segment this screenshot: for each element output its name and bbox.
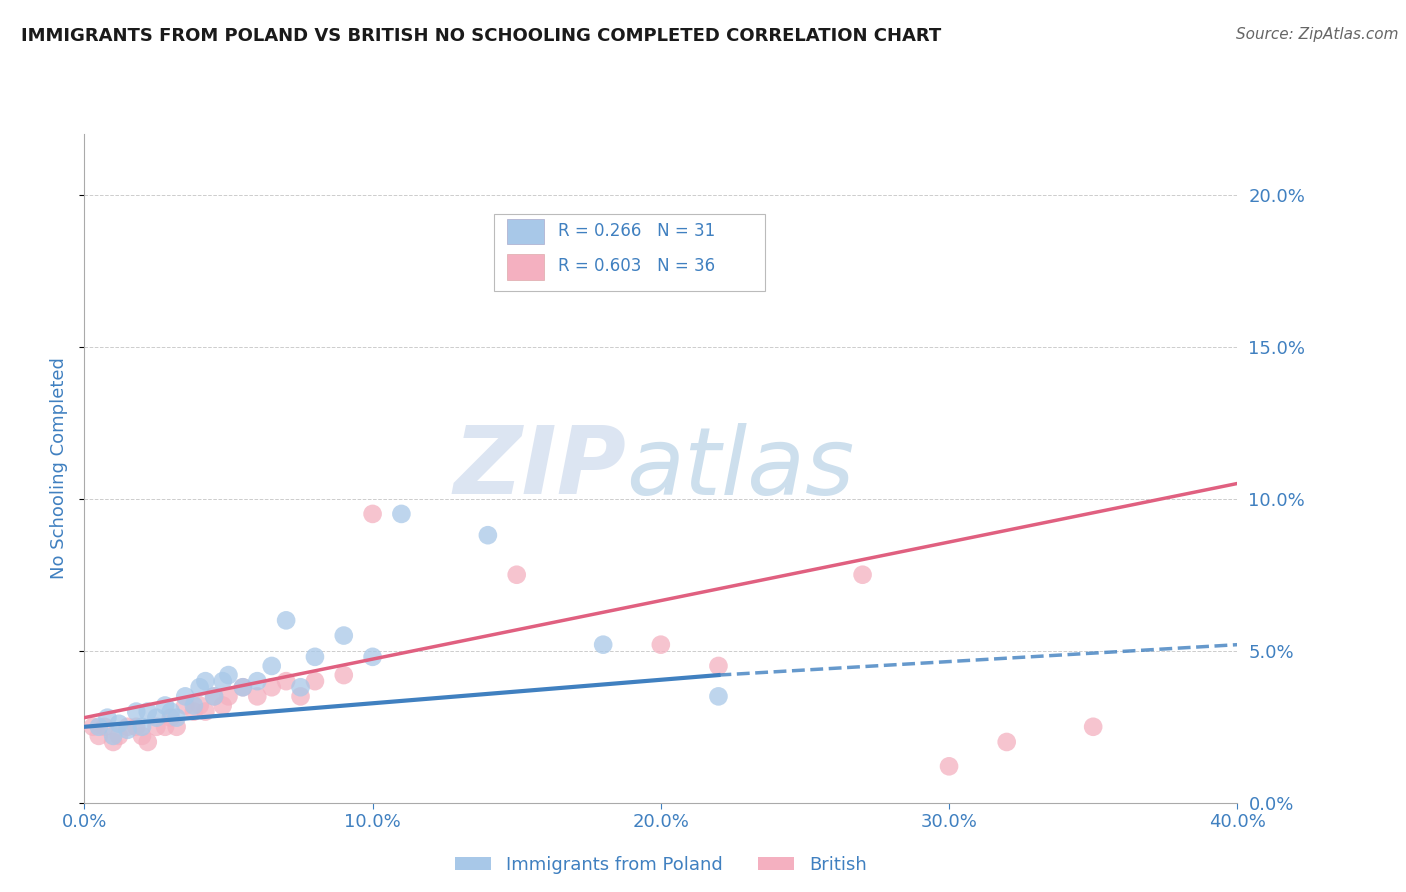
Point (160, 711, 183, 725)
Point (145, 720, 167, 734)
Point (290, 680, 312, 694)
Point (145, 711, 167, 725)
Point (304, 649, 326, 664)
Y-axis label: No Schooling Completed: No Schooling Completed (51, 358, 69, 579)
Point (125, 705, 148, 719)
FancyBboxPatch shape (508, 219, 544, 244)
Point (211, 674, 233, 689)
Point (108, 716, 131, 731)
Point (218, 690, 240, 704)
Point (707, 690, 730, 704)
Point (246, 674, 269, 689)
Text: R = 0.603   N = 36: R = 0.603 N = 36 (558, 257, 716, 276)
Point (174, 690, 197, 704)
Point (87, 729, 110, 743)
Point (160, 705, 183, 719)
Text: IMMIGRANTS FROM POLAND VS BRITISH NO SCHOOLING COMPLETED CORRELATION CHART: IMMIGRANTS FROM POLAND VS BRITISH NO SCH… (21, 27, 942, 45)
Point (650, 638, 672, 652)
Point (232, 680, 254, 694)
Legend: Immigrants from Poland, British: Immigrants from Poland, British (447, 848, 875, 880)
Point (246, 690, 269, 704)
Point (103, 735, 125, 749)
Text: R = 0.266   N = 31: R = 0.266 N = 31 (558, 222, 716, 240)
Point (260, 659, 283, 673)
Point (332, 628, 354, 642)
Point (361, 507, 384, 521)
Point (136, 705, 159, 719)
Point (183, 698, 205, 713)
Point (260, 680, 283, 694)
Point (96, 711, 118, 725)
Point (188, 698, 211, 713)
Point (938, 759, 960, 773)
Point (82, 720, 104, 734)
Point (276, 613, 298, 627)
Point (117, 723, 139, 737)
Point (276, 674, 298, 689)
Point (153, 698, 176, 713)
Point (188, 680, 211, 694)
Point (183, 705, 205, 719)
Point (995, 735, 1018, 749)
Point (1083, 720, 1105, 734)
Point (852, 567, 875, 582)
Point (117, 720, 139, 734)
Text: atlas: atlas (626, 423, 855, 514)
Point (477, 528, 499, 542)
Text: Source: ZipAtlas.com: Source: ZipAtlas.com (1236, 27, 1399, 42)
Point (194, 674, 217, 689)
Point (194, 705, 217, 719)
Point (202, 690, 225, 704)
FancyBboxPatch shape (508, 254, 544, 280)
Point (174, 698, 197, 713)
Point (166, 711, 188, 725)
Point (93, 720, 115, 734)
Point (125, 720, 148, 734)
Point (304, 674, 326, 689)
Point (506, 567, 529, 582)
Point (290, 690, 312, 704)
Point (218, 668, 240, 682)
Point (136, 735, 159, 749)
Point (211, 698, 233, 713)
Point (202, 690, 225, 704)
Point (592, 638, 614, 652)
Point (131, 729, 153, 743)
Point (332, 668, 354, 682)
Point (108, 729, 131, 743)
Point (131, 720, 153, 734)
Point (166, 720, 188, 734)
Text: ZIP: ZIP (453, 422, 626, 515)
FancyBboxPatch shape (494, 214, 765, 291)
Point (548, 263, 571, 277)
Point (87, 720, 110, 734)
Point (232, 680, 254, 694)
Point (707, 659, 730, 673)
Point (361, 649, 384, 664)
Point (391, 507, 413, 521)
Point (103, 729, 125, 743)
Point (153, 720, 176, 734)
